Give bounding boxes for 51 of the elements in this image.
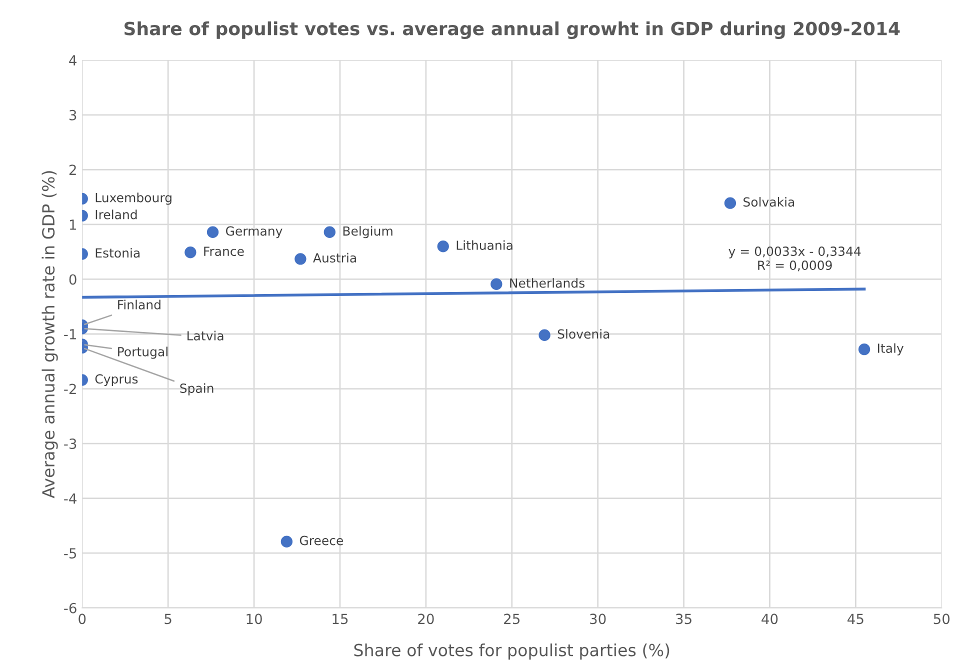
annotation: Greece	[300, 536, 344, 546]
point	[490, 278, 502, 290]
annotation: Solvakia	[744, 197, 794, 207]
annotation: Ireland	[96, 210, 137, 220]
annotation: Lithuania	[456, 240, 512, 250]
annotation: Austria	[313, 252, 356, 263]
x-tick-label: 50	[934, 614, 950, 624]
x-tick-label: 30	[590, 614, 606, 624]
annotation: Italy	[878, 343, 904, 356]
y-tick-label: 2	[69, 164, 76, 175]
x-tick-label: 15	[332, 614, 348, 624]
y-tick-label: 3	[69, 110, 76, 120]
chart-title: Share of populist votes vs. average annual growht in GDP during 2009-2014	[124, 21, 900, 40]
x-tick-label: 10	[246, 614, 262, 624]
annotation: Latvia	[188, 330, 224, 340]
annotation: Belgium	[343, 226, 392, 238]
x-tick-label: 5	[164, 614, 172, 624]
y-tick-label: -3	[64, 438, 76, 450]
y-tick-label: -6	[64, 602, 76, 614]
annotation: Portugal	[118, 346, 168, 359]
point	[437, 240, 449, 252]
y-tick-label: -2	[64, 384, 76, 394]
x-axis-title: Share of votes for populist parties (%)	[354, 643, 670, 660]
point	[280, 536, 293, 548]
x-tick-label: 45	[848, 614, 864, 624]
point	[324, 226, 336, 238]
annotation: y = 0,0033x - 0,3344 R² = 0,0009	[728, 246, 861, 272]
x-tick-label: 0	[78, 614, 86, 624]
y-tick-label: -5	[64, 548, 76, 559]
annotation: France	[204, 246, 244, 256]
point	[724, 197, 736, 209]
annotation: Germany	[226, 226, 282, 238]
y-axis-title: Average annual growth rate in GDP (%)	[42, 171, 58, 498]
y-tick-label: -1	[64, 329, 76, 340]
annotation: Cyprus	[95, 374, 138, 386]
x-tick-label: 20	[418, 614, 434, 624]
annotation: Luxembourg	[96, 192, 172, 205]
point	[538, 329, 550, 341]
x-tick-label: 35	[676, 614, 692, 624]
annotation: Netherlands	[510, 278, 584, 288]
annotation: Spain	[180, 383, 214, 396]
point	[294, 253, 306, 265]
y-tick-label: 0	[69, 274, 76, 285]
y-tick-label: 4	[69, 55, 76, 66]
annotation: Finland	[118, 300, 160, 310]
annotation: Slovenia	[558, 329, 610, 339]
y-tick-label: -4	[64, 493, 76, 504]
y-tick-label: 1	[70, 220, 76, 230]
annotation: Estonia	[96, 248, 140, 258]
x-tick-label: 40	[762, 614, 778, 624]
x-tick-label: 25	[504, 614, 520, 624]
